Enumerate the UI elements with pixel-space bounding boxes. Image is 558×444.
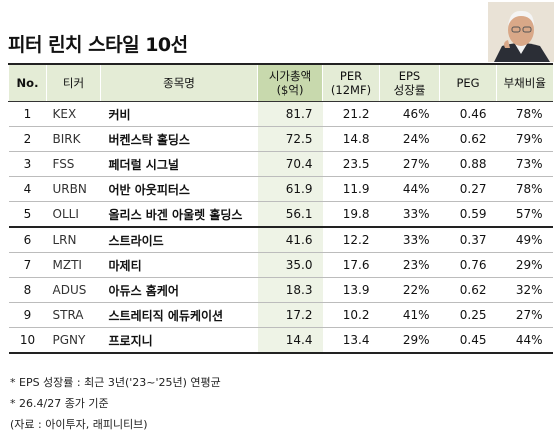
portrait-photo [488, 2, 554, 62]
col-header-per: PER (12MF) [322, 63, 380, 102]
col-header-ticker: 티커 [46, 63, 101, 102]
table-row: 8 ADUS 아듀스 홈케어 18.3 13.9 22% 0.62 32% [8, 277, 553, 303]
table-row: 3 FSS 페더럴 시그널 70.4 23.5 27% 0.88 73% [8, 151, 553, 177]
table-header-row: No. 티커 종목명 시가총액 ($억) PER (12MF) EPS 성장률 PEG… [8, 63, 553, 102]
footnote-eps: * EPS 성장률 : 최근 3년('23~'25년) 연평균 [10, 376, 221, 389]
table-row: 6 LRN 스트라이드 41.6 12.2 33% 0.37 49% [8, 227, 553, 253]
col-header-no: No. [8, 63, 47, 102]
col-header-mcap: 시가총액 ($억) [257, 63, 323, 102]
table-row: 10 PGNY 프로지니 14.4 13.4 29% 0.45 44% [8, 327, 553, 354]
footnote-date: * 26.4/27 종가 기준 [10, 397, 109, 410]
col-header-eps: EPS 성장률 [379, 63, 440, 102]
table-row: 7 MZTI 마제티 35.0 17.6 23% 0.76 29% [8, 252, 553, 278]
table-row: 1 KEX 커비 81.7 21.2 46% 0.46 78% [8, 101, 553, 127]
page-title: 피터 린치 스타일 10선 [8, 34, 188, 56]
stock-table: No. 티커 종목명 시가총액 ($억) PER (12MF) EPS 성장률 PEG… [8, 63, 553, 354]
col-header-name: 종목명 [100, 63, 258, 102]
footnote-source: (자료 : 아이투자, 래피니티브) [10, 418, 148, 431]
table-row: 9 STRA 스트레티직 에듀케이션 17.2 10.2 41% 0.25 27… [8, 302, 553, 328]
table-row: 2 BIRK 버켄스탁 홀딩스 72.5 14.8 24% 0.62 79% [8, 126, 553, 152]
col-header-peg: PEG [439, 63, 497, 102]
table-row: 4 URBN 어반 아웃피터스 61.9 11.9 44% 0.27 78% [8, 176, 553, 202]
table-row: 5 OLLI 올리스 바겐 아울렛 홀딩스 56.1 19.8 33% 0.59… [8, 201, 553, 228]
footnotes: * EPS 성장률 : 최근 3년('23~'25년) 연평균 * 26.4/2… [10, 372, 221, 435]
col-header-debt: 부채비율 [496, 63, 553, 102]
